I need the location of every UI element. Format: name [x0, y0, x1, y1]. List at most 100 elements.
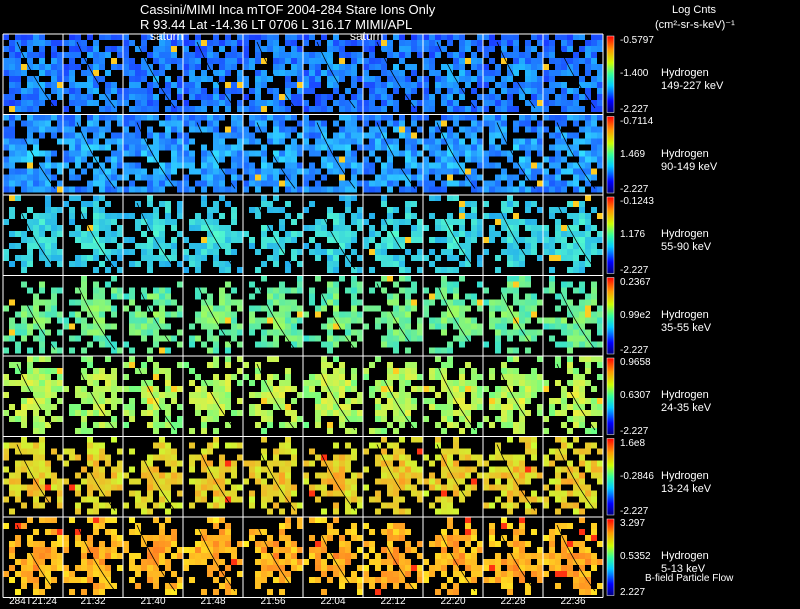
heatmap-pixel [249, 535, 255, 541]
heatmap-pixel [399, 398, 405, 404]
heatmap-pixel [477, 281, 483, 288]
heatmap-pixel [117, 472, 123, 479]
heatmap-pixel [345, 186, 351, 193]
heatmap-pixel [381, 249, 387, 255]
heatmap-pixel [321, 225, 327, 231]
heatmap-pixel [309, 517, 315, 523]
heatmap-pixel [195, 267, 201, 273]
heatmap-pixel [69, 64, 75, 70]
heatmap-pixel [561, 132, 567, 139]
heatmap-pixel [123, 341, 129, 348]
heatmap-pixel [501, 201, 507, 207]
heatmap-pixel [267, 100, 273, 106]
heatmap-pixel [279, 94, 285, 100]
heatmap-pixel [27, 138, 33, 145]
heatmap-pixel [3, 466, 9, 473]
heatmap-pixel [201, 422, 207, 428]
heatmap-pixel [147, 380, 153, 386]
heatmap-pixel [201, 535, 207, 541]
heatmap-pixel [63, 76, 69, 82]
heatmap-pixel [243, 126, 249, 133]
heatmap-pixel [159, 237, 165, 243]
heatmap-pixel [483, 299, 489, 306]
heatmap-pixel [441, 404, 447, 410]
heatmap-pixel [369, 428, 375, 434]
heatmap-pixel [195, 410, 201, 416]
heatmap-pixel [447, 114, 453, 121]
heatmap-pixel [303, 82, 309, 88]
heatmap-pixel [93, 88, 99, 94]
heatmap-pixel [207, 174, 213, 181]
heatmap-pixel [393, 502, 399, 509]
heatmap-pixel [165, 517, 171, 523]
heatmap-pixel [183, 237, 189, 243]
heatmap-pixel [105, 553, 111, 559]
heatmap-pixel [255, 305, 261, 312]
heatmap-pixel [333, 70, 339, 76]
heatmap-panel [63, 195, 123, 273]
heatmap-pixel [441, 219, 447, 225]
heatmap-pixel [297, 335, 303, 342]
heatmap-pixel [111, 517, 117, 523]
heatmap-pixel [573, 422, 579, 428]
heatmap-pixel [279, 106, 285, 112]
heatmap-pixel [393, 174, 399, 181]
heatmap-pixel [561, 448, 567, 455]
heatmap-pixel [555, 168, 561, 175]
heatmap-pixel [273, 448, 279, 455]
heatmap-pixel [513, 422, 519, 428]
heatmap-pixel [3, 410, 9, 416]
heatmap-pixel [99, 472, 105, 479]
heatmap-pixel [9, 82, 15, 88]
heatmap-pixel [273, 547, 279, 553]
heatmap-pixel [177, 34, 183, 40]
heatmap-pixel [315, 565, 321, 571]
heatmap-pixel [507, 195, 513, 201]
heatmap-pixel [501, 46, 507, 52]
heatmap-pixel [519, 261, 525, 267]
heatmap-pixel [3, 132, 9, 139]
heatmap-pixel [219, 299, 225, 306]
heatmap-pixel [195, 34, 201, 40]
heatmap-pixel [339, 106, 345, 112]
heatmap-pixel [495, 392, 501, 398]
heatmap-pixel [297, 517, 303, 523]
heatmap-pixel [93, 144, 99, 151]
heatmap-pixel [369, 100, 375, 106]
heatmap-pixel [459, 299, 465, 306]
heatmap-pixel [489, 100, 495, 106]
heatmap-pixel [327, 138, 333, 145]
heatmap-pixel [597, 82, 603, 88]
heatmap-pixel [189, 168, 195, 175]
heatmap-pixel [447, 168, 453, 175]
heatmap-pixel [507, 249, 513, 255]
heatmap-pixel [57, 52, 63, 58]
heatmap-pixel [405, 454, 411, 461]
heatmap-pixel [195, 126, 201, 133]
heatmap-pixel [273, 404, 279, 410]
heatmap-pixel [459, 478, 465, 485]
heatmap-pixel [345, 311, 351, 318]
heatmap-pixel [81, 577, 87, 583]
heatmap-pixel [405, 311, 411, 318]
heatmap-pixel [447, 180, 453, 187]
heatmap-pixel [441, 380, 447, 386]
heatmap-pixel [477, 156, 483, 163]
heatmap-pixel [297, 261, 303, 267]
heatmap-pixel [45, 299, 51, 306]
heatmap-pixel [471, 398, 477, 404]
heatmap-pixel [555, 126, 561, 133]
heatmap-pixel [225, 249, 231, 255]
heatmap-pixel [99, 490, 105, 497]
heatmap-pixel [27, 52, 33, 58]
heatmap-pixel [201, 478, 207, 485]
heatmap-pixel [159, 448, 165, 455]
heatmap-pixel [333, 341, 339, 348]
heatmap-pixel [573, 94, 579, 100]
heatmap-pixel [279, 386, 285, 392]
heatmap-pixel [309, 392, 315, 398]
heatmap-pixel [255, 46, 261, 52]
heatmap-pixel [225, 460, 231, 467]
heatmap-pixel [105, 46, 111, 52]
heatmap-pixel [21, 186, 27, 193]
